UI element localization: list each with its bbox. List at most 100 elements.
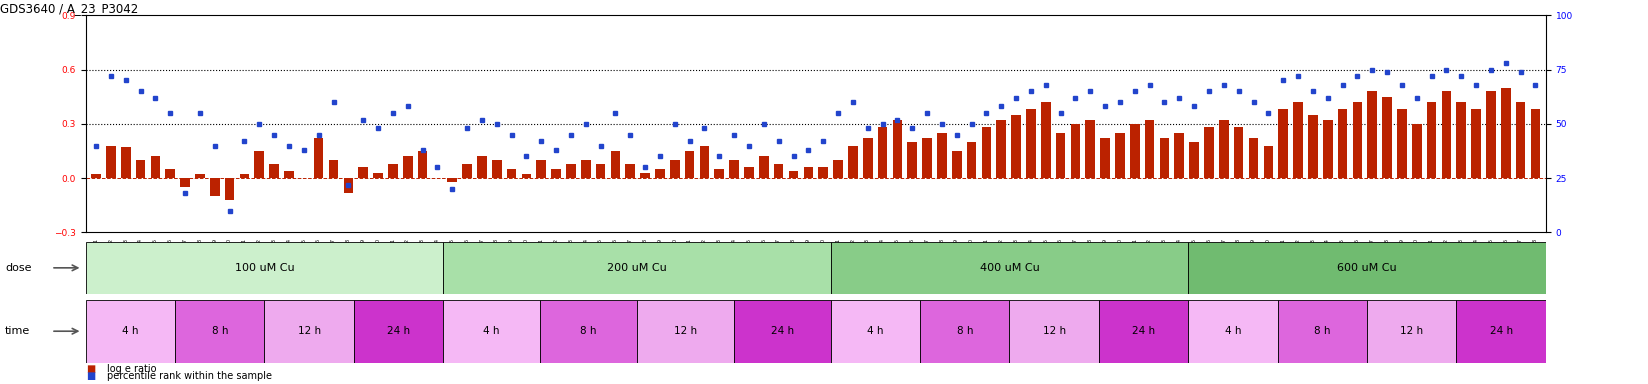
Bar	[745, 167, 753, 178]
Text: 4 h: 4 h	[483, 326, 499, 336]
Bar	[700, 146, 709, 178]
Bar	[1398, 109, 1407, 178]
Bar	[671, 160, 679, 178]
Bar	[194, 174, 204, 178]
Bar	[1294, 102, 1304, 178]
Text: 4 h: 4 h	[1224, 326, 1241, 336]
Bar	[328, 160, 338, 178]
Bar	[491, 160, 501, 178]
Bar	[1145, 120, 1155, 178]
Bar	[239, 174, 249, 178]
Bar	[1412, 124, 1422, 178]
Bar	[541, 300, 638, 363]
Bar	[834, 160, 842, 178]
Bar	[91, 174, 101, 178]
Bar	[1188, 300, 1277, 363]
Bar	[1190, 142, 1200, 178]
Bar	[417, 151, 427, 178]
Bar	[1188, 242, 1546, 294]
Bar	[641, 173, 649, 178]
Bar	[567, 164, 575, 178]
Bar	[1027, 109, 1035, 178]
Text: log e ratio: log e ratio	[107, 364, 157, 374]
Bar	[150, 156, 160, 178]
Bar	[582, 160, 590, 178]
Bar	[953, 151, 961, 178]
Bar	[443, 242, 831, 294]
Bar	[938, 133, 946, 178]
Bar	[443, 300, 541, 363]
Bar	[1116, 133, 1126, 178]
Bar	[343, 178, 353, 192]
Bar	[313, 138, 323, 178]
Bar	[1042, 102, 1050, 178]
Text: 600 uM Cu: 600 uM Cu	[1337, 263, 1398, 273]
Bar	[1501, 88, 1511, 178]
Bar	[552, 169, 560, 178]
Bar	[175, 300, 264, 363]
Bar	[447, 178, 456, 182]
Text: 8 h: 8 h	[956, 326, 972, 336]
Bar	[1056, 133, 1065, 178]
Bar	[1205, 127, 1215, 178]
Bar	[1368, 91, 1378, 178]
Bar	[997, 120, 1005, 178]
Bar	[264, 300, 354, 363]
Text: 12 h: 12 h	[1401, 326, 1424, 336]
Bar	[730, 160, 738, 178]
Bar	[387, 164, 397, 178]
Text: 24 h: 24 h	[1132, 326, 1155, 336]
Text: 12 h: 12 h	[1043, 326, 1066, 336]
Text: 4 h: 4 h	[867, 326, 883, 336]
Bar	[656, 169, 664, 178]
Bar	[1012, 115, 1020, 178]
Bar	[1071, 124, 1079, 178]
Bar	[1220, 120, 1229, 178]
Bar	[254, 151, 264, 178]
Bar	[1175, 133, 1185, 178]
Bar	[908, 142, 916, 178]
Bar	[135, 160, 145, 178]
Text: ■: ■	[86, 371, 96, 381]
Bar	[506, 169, 516, 178]
Bar	[760, 156, 768, 178]
Bar	[1531, 109, 1541, 178]
Bar	[1457, 300, 1546, 363]
Bar	[849, 146, 857, 178]
Bar	[638, 300, 733, 363]
Bar	[982, 127, 990, 178]
Text: 8 h: 8 h	[211, 326, 227, 336]
Bar	[967, 142, 976, 178]
Bar	[893, 120, 901, 178]
Bar	[1516, 102, 1526, 178]
Bar	[789, 171, 798, 178]
Bar	[920, 300, 1010, 363]
Bar	[1353, 102, 1363, 178]
Text: 24 h: 24 h	[387, 326, 410, 336]
Bar	[1279, 109, 1289, 178]
Bar	[1101, 138, 1111, 178]
Bar	[1099, 300, 1188, 363]
Text: 8 h: 8 h	[580, 326, 597, 336]
Bar	[180, 178, 190, 187]
Bar	[1086, 120, 1096, 178]
Bar	[1383, 97, 1393, 178]
Bar	[224, 178, 234, 200]
Bar	[1249, 138, 1259, 178]
Bar	[611, 151, 620, 178]
Bar	[923, 138, 931, 178]
Bar	[1486, 91, 1496, 178]
Bar	[372, 173, 382, 178]
Text: percentile rank within the sample: percentile rank within the sample	[107, 371, 272, 381]
Bar	[597, 164, 605, 178]
Bar	[165, 169, 175, 178]
Bar	[1472, 109, 1482, 178]
Bar	[831, 300, 920, 363]
Bar	[283, 171, 293, 178]
Text: 24 h: 24 h	[771, 326, 794, 336]
Bar	[402, 156, 412, 178]
Bar	[1457, 102, 1467, 178]
Text: 4 h: 4 h	[122, 326, 138, 336]
Bar	[120, 147, 130, 178]
Bar	[878, 127, 887, 178]
